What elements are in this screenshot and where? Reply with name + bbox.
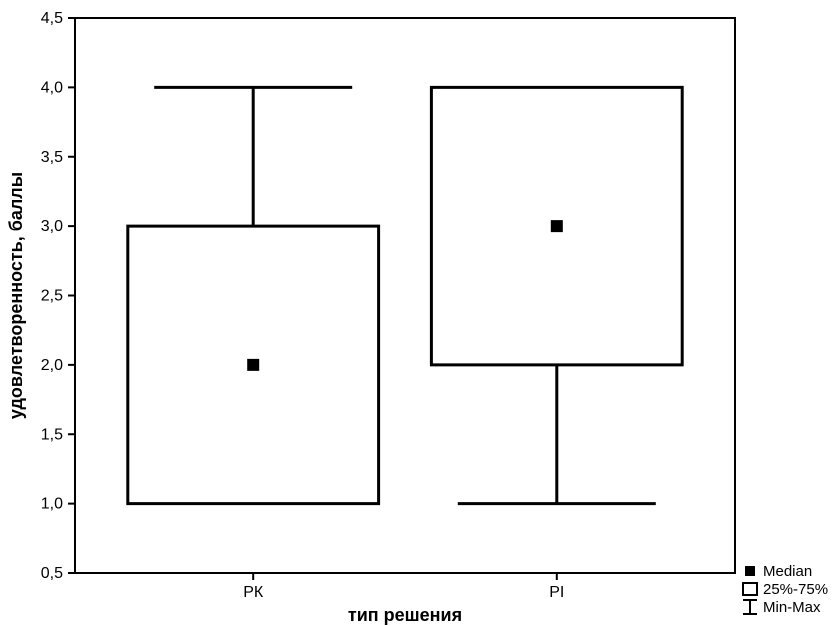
- x-tick-label: РІ: [549, 584, 564, 601]
- y-tick-label: 2,5: [41, 288, 63, 305]
- legend-item: 25%-75%: [743, 581, 828, 598]
- legend-label: Min-Max: [763, 599, 821, 616]
- boxplot-series: [128, 87, 379, 503]
- legend-label: Median: [763, 563, 812, 580]
- y-tick-label: 4,0: [41, 79, 63, 96]
- boxplot-series: [431, 87, 682, 503]
- boxplot-chart: 0,5 1,0 1,5 2,0 2,5 3,0 3,5 4,0 4,5 удовлетворенн…: [0, 0, 836, 626]
- chart-svg: 0,5 1,0 1,5 2,0 2,5 3,0 3,5 4,0 4,5 удовлетворенн…: [0, 0, 836, 626]
- y-axis-title: удовлетворенность, баллы: [6, 172, 26, 419]
- y-tick-label: 2,0: [41, 357, 63, 374]
- y-tick-label: 0,5: [41, 565, 63, 582]
- legend-label: 25%-75%: [763, 581, 828, 598]
- y-tick-label: 1,5: [41, 426, 63, 443]
- y-tick-label: 1,0: [41, 496, 63, 513]
- legend-item: Median: [745, 563, 812, 580]
- median-marker: [247, 359, 259, 371]
- x-axis-title: тип решения: [348, 605, 462, 625]
- y-tick-label: 3,5: [41, 149, 63, 166]
- median-marker: [551, 220, 563, 232]
- legend-box-icon: [743, 583, 757, 595]
- y-tick-label: 4,5: [41, 10, 63, 27]
- legend-item: Min-Max: [743, 599, 821, 616]
- legend-median-icon: [745, 566, 755, 576]
- x-tick-label: РК: [243, 584, 264, 601]
- y-tick-label: 3,0: [41, 218, 63, 235]
